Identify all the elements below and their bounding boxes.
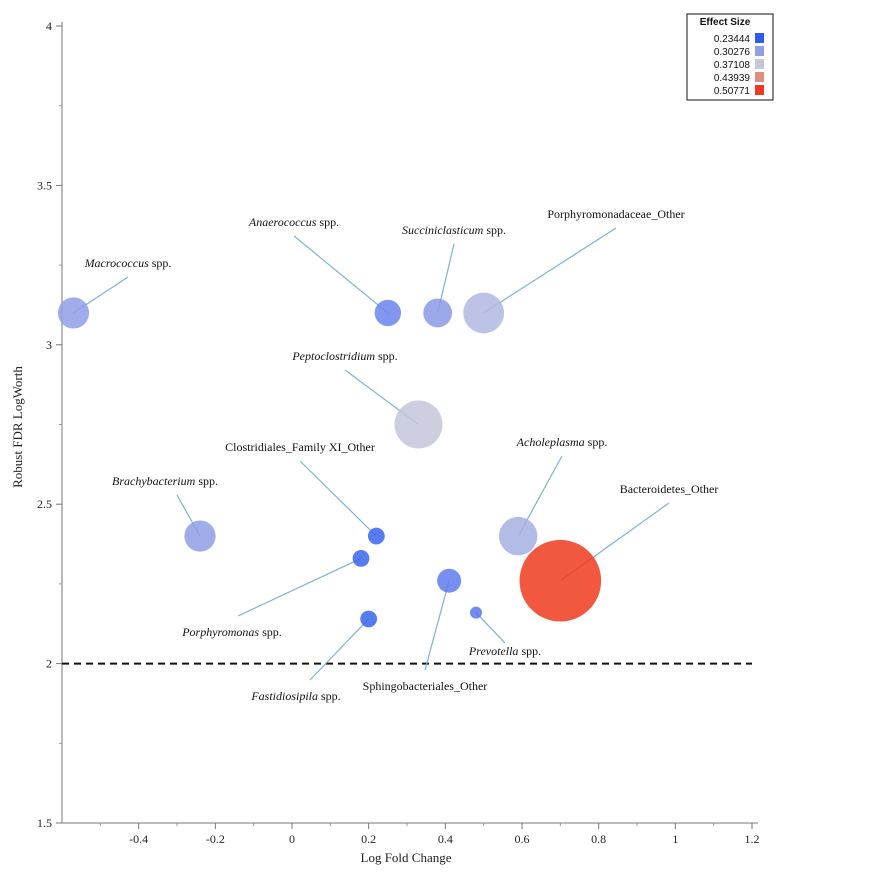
y-axis-label: Robust FDR LogWorth — [10, 366, 25, 488]
point-succiniclasticum — [423, 298, 453, 328]
label-bacteroidetes: Bacteroidetes_Other — [620, 482, 719, 496]
point-anaerococcus — [374, 299, 402, 327]
label-prevotella: Prevotella spp. — [468, 644, 541, 658]
leader-porphyromonas — [237, 557, 362, 617]
legend-swatch — [755, 85, 764, 95]
axes: 1.5 2 2.5 3 3.5 4 -0.4 -0.2 0 0.2 0.4 0.6 0.8 1 1.2 — [37, 19, 760, 846]
label-porphyromonadaceae: Porphyromonadaceae_Other — [547, 207, 684, 221]
x-tick-label: 1.2 — [745, 832, 760, 846]
x-tick-label: -0.2 — [206, 832, 225, 846]
point-bacteroidetes — [519, 539, 602, 622]
legend-entries: 0.23444 0.30276 0.37108 0.43939 0.50771 — [714, 33, 764, 97]
legend-entry-label: 0.30276 — [714, 47, 751, 58]
annotation-labels: Macrococcus spp. Anaerococcus spp. Succini… — [84, 207, 719, 703]
x-tick-label: 0.8 — [591, 832, 606, 846]
x-tick-label: -0.4 — [129, 832, 148, 846]
y-tick-label: 1.5 — [37, 816, 52, 830]
legend-swatch — [755, 59, 764, 69]
y-tick-label: 4 — [46, 19, 52, 33]
y-tick-label: 2.5 — [37, 497, 52, 511]
point-sphingobacteriales — [437, 568, 462, 593]
label-peptoclostridium: Peptoclostridium spp. — [291, 349, 397, 363]
label-porphyromonas: Porphyromonas spp. — [181, 625, 282, 639]
leader-prevotella — [475, 612, 506, 644]
legend-swatch — [755, 33, 764, 43]
x-tick-label: 1 — [672, 832, 678, 846]
x-tick-label: 0.4 — [438, 832, 453, 846]
leader-anaerococcus — [293, 235, 389, 314]
legend-entry-label: 0.50771 — [714, 86, 751, 97]
label-acholeplasma: Acholeplasma spp. — [516, 435, 608, 449]
leader-clostridiales — [299, 460, 377, 537]
x-axis-label: Log Fold Change — [361, 850, 452, 865]
x-tick-label: 0 — [289, 832, 295, 846]
point-macrococcus — [57, 297, 90, 329]
label-macrococcus: Macrococcus spp. — [84, 256, 172, 270]
legend-swatch — [755, 72, 764, 82]
legend-title: Effect Size — [700, 17, 751, 28]
legend-entry-label: 0.37108 — [714, 60, 751, 71]
point-clostridiales — [367, 527, 385, 545]
point-brachybacterium — [184, 520, 216, 552]
data-points — [57, 292, 602, 628]
x-tick-label: 0.2 — [361, 832, 376, 846]
point-peptoclostridium — [394, 400, 443, 449]
leader-sphingobacteriales — [424, 580, 450, 671]
legend-entry-label: 0.43939 — [714, 73, 751, 84]
label-clostridiales: Clostridiales_Family XI_Other — [225, 440, 375, 454]
legend: Effect Size 0.23444 0.30276 0.37108 0.43939… — [686, 13, 774, 101]
y-tick-label: 3 — [46, 338, 52, 352]
label-anaerococcus: Anaerococcus spp. — [248, 215, 339, 229]
x-tick-label: 0.6 — [515, 832, 530, 846]
legend-swatch — [755, 46, 764, 56]
point-porphyromonadaceae — [463, 292, 505, 334]
label-fastidiosipila: Fastidiosipila spp. — [250, 689, 340, 703]
leader-porphyromonadaceae — [483, 227, 617, 314]
y-tick-label: 3.5 — [37, 178, 52, 192]
label-succiniclasticum: Succiniclasticum spp. — [402, 223, 506, 237]
legend-entry-label: 0.23444 — [714, 34, 751, 45]
label-brachybacterium: Brachybacterium spp. — [112, 474, 218, 488]
point-fastidiosipila — [360, 610, 378, 628]
point-acholeplasma — [498, 516, 538, 556]
y-tick-label: 2 — [46, 657, 52, 671]
leader-fastidiosipila — [309, 618, 370, 681]
label-sphingobacteriales: Sphingobacteriales_Other — [363, 679, 488, 693]
point-porphyromonas — [352, 549, 370, 567]
point-prevotella — [470, 606, 482, 619]
